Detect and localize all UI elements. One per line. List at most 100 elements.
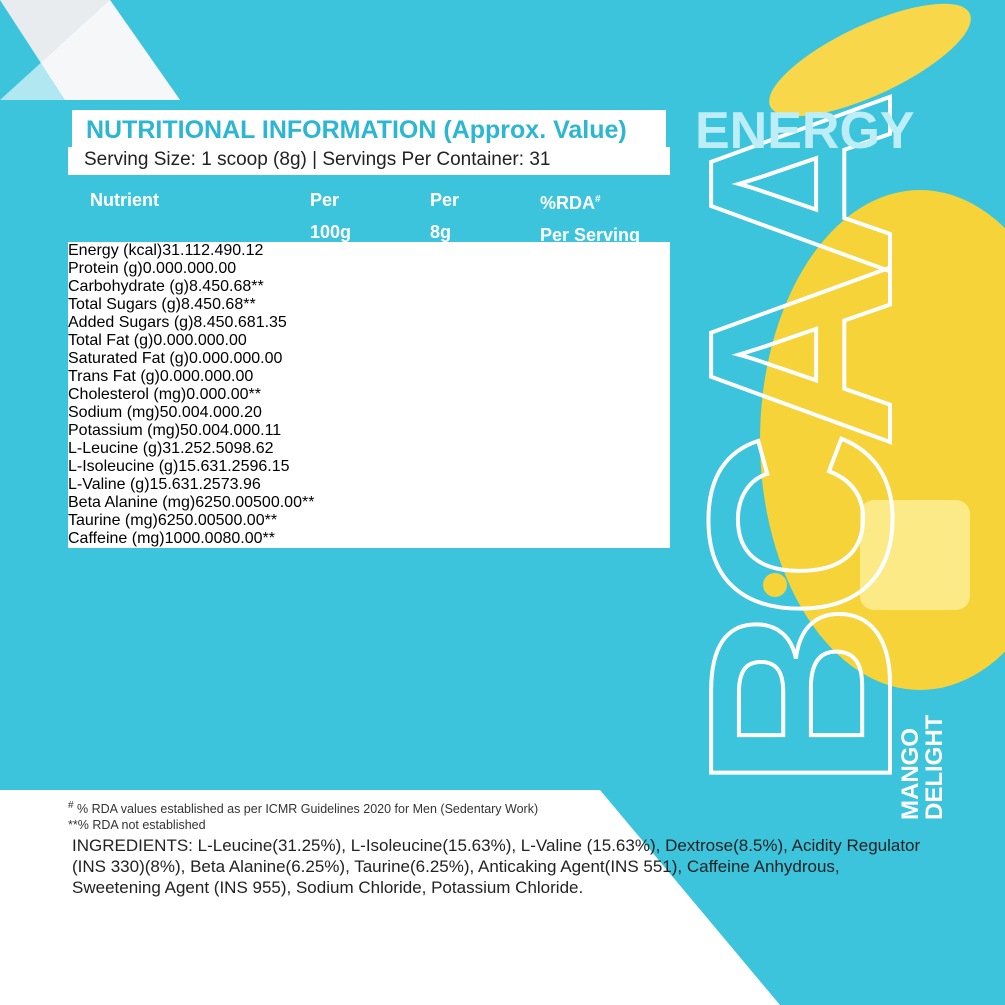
flavor: DELIGHT [921, 714, 948, 820]
table-row: Total Fat (g)0.000.000.00 [68, 332, 670, 350]
nutrient-value: 500.00 [253, 494, 302, 511]
nutrient-value: 1.35 [255, 314, 287, 331]
nutrient-value: 4.00 [220, 422, 252, 439]
nutrient-value: 31.25 [162, 440, 203, 457]
nutrient-value: 500.00 [215, 512, 265, 529]
nutrient-value: 96.15 [249, 458, 290, 475]
heading-line: 8g [430, 222, 452, 242]
nutrient-name: Energy (kcal) [68, 242, 163, 259]
nutrient-value: 0.00 [153, 332, 185, 349]
title-band: NUTRITIONAL INFORMATION (Approx. Value) [68, 106, 670, 147]
nutrient-name: Saturated Fat (g) [68, 350, 189, 367]
table-row: L-Isoleucine (g)15.631.2596.15 [68, 458, 670, 476]
nutrient-name: Caffeine (mg) [68, 530, 165, 547]
ice-cube [860, 500, 970, 610]
heading-line: Per [310, 190, 340, 210]
table-row: Added Sugars (g)8.450.681.35 [68, 314, 670, 332]
nutrient-value: 0.00 [173, 260, 205, 277]
table-row: Saturated Fat (g)0.000.000.00 [68, 350, 670, 368]
nutrient-value: 8.45 [180, 296, 213, 313]
table-row: Caffeine (mg)1000.0080.00** [68, 530, 670, 548]
footnotes: # % RDA values established as per ICMR G… [68, 798, 538, 833]
nutrient-value: 2.50 [202, 440, 234, 457]
nutrient-name: Total Sugars (g) [68, 296, 181, 313]
nutrient-value: 2.49 [201, 242, 233, 259]
nutrient-value: 8.45 [193, 314, 225, 331]
nutrient-value: 50.00 [180, 422, 221, 439]
nutrient-value: 0.68 [212, 296, 244, 313]
nutrient-name: Added Sugars (g) [68, 314, 194, 331]
nutrient-value: 80.00 [222, 530, 263, 547]
nutrient-value: 8.45 [188, 278, 221, 295]
table-row: Cholesterol (mg)0.000.00** [68, 386, 670, 404]
table-row: Taurine (mg)6250.00500.00** [68, 512, 670, 530]
tagline: ENERGY [695, 102, 915, 160]
nutrient-value: 0.00 [215, 332, 247, 349]
nutrient-value: ** [264, 512, 278, 529]
heading-line: Per [430, 190, 460, 210]
nutrient-value: 0.12 [232, 242, 264, 259]
nutrient-value: 0.00 [188, 350, 221, 367]
nutrient-name: Sodium (mg) [68, 404, 160, 421]
nutrient-value: 1.25 [218, 458, 250, 475]
nutrient-value: 15.63 [178, 458, 219, 475]
heading-line: %RDA# [540, 184, 640, 219]
nutrient-value: 73.96 [220, 476, 261, 493]
table-row: Beta Alanine (mg)6250.00500.00** [68, 494, 670, 512]
nutrient-name: Cholesterol (mg) [68, 386, 187, 403]
table-row: Total Sugars (g)8.450.68** [68, 296, 670, 314]
nutrient-value: 0.11 [251, 422, 282, 439]
footnote: # % RDA values established as per ICMR G… [68, 798, 538, 817]
nutrient-value: 1.25 [189, 476, 221, 493]
nutrient-value: 0.00 [217, 386, 249, 403]
serving-info: Serving Size: 1 scoop (8g) | Servings Pe… [68, 147, 670, 178]
nutrient-value: 0.00 [186, 386, 218, 403]
nutrient-value: 6250.00 [157, 512, 216, 529]
nutrient-value: 31.11 [162, 242, 202, 259]
heading-text: %RDA [540, 193, 596, 213]
column-heading: Per 100g [310, 184, 351, 248]
nutrient-name: Potassium (mg) [68, 422, 181, 439]
nutrient-value: 0.00 [159, 368, 192, 385]
table-row: Potassium (mg)50.004.000.11 [68, 422, 670, 440]
white-area [0, 790, 780, 1005]
heading-line: Per Serving [540, 225, 641, 245]
nutrient-value: 0.00 [220, 350, 252, 367]
column-heading: Per 8g [430, 184, 459, 248]
nutrient-name: Protein (g) [68, 260, 143, 277]
nutrient-value: ** [248, 386, 261, 403]
nutrient-value: 0.00 [204, 260, 237, 277]
nutrient-value: 50.00 [159, 404, 200, 421]
table-row: Energy (kcal)31.112.490.12 [68, 242, 670, 260]
nutrient-value: 0.00 [191, 368, 223, 385]
nutrient-value: 4.00 [199, 404, 231, 421]
table-row: Protein (g)0.000.000.00 [68, 260, 670, 278]
white-stripe [0, 0, 180, 100]
table-title: NUTRITIONAL INFORMATION (Approx. Value) [72, 110, 666, 147]
nutrition-table: NUTRITIONAL INFORMATION (Approx. Value) … [65, 103, 673, 551]
nutrient-name: Taurine (mg) [68, 512, 158, 529]
nutrient-name: L-Isoleucine (g) [68, 458, 179, 475]
table-row: L-Valine (g)15.631.2573.96 [68, 476, 670, 494]
heading-line: Nutrient [90, 190, 159, 210]
table-row: Carbohydrate (g)8.450.68** [68, 278, 670, 296]
product-name: BCAA [656, 90, 946, 790]
nutrient-value: 0.00 [184, 332, 216, 349]
nutrient-name: Beta Alanine (mg) [68, 494, 196, 511]
table-row: Sodium (mg)50.004.000.20 [68, 404, 670, 422]
nutrient-value: 6250.00 [195, 494, 254, 511]
heading-line: 100g [310, 222, 352, 242]
nutrient-value: 1000.00 [164, 530, 223, 547]
column-heading: Nutrient [90, 184, 159, 216]
nutrient-value: 0.00 [222, 368, 254, 385]
nutrient-value: 15.63 [149, 476, 190, 493]
nutrient-value: ** [301, 494, 315, 511]
footnote-text: % RDA values established as per ICMR Gui… [73, 802, 539, 817]
nutrient-name: L-Leucine (g) [68, 440, 163, 457]
flavor: MANGO [897, 728, 924, 820]
nutrient-name: L-Valine (g) [68, 476, 150, 493]
nutrient-name: Total Fat (g) [68, 332, 154, 349]
drop [763, 573, 787, 597]
nutrient-value: ** [251, 278, 264, 295]
nutrient-value: 98.62 [233, 440, 274, 457]
